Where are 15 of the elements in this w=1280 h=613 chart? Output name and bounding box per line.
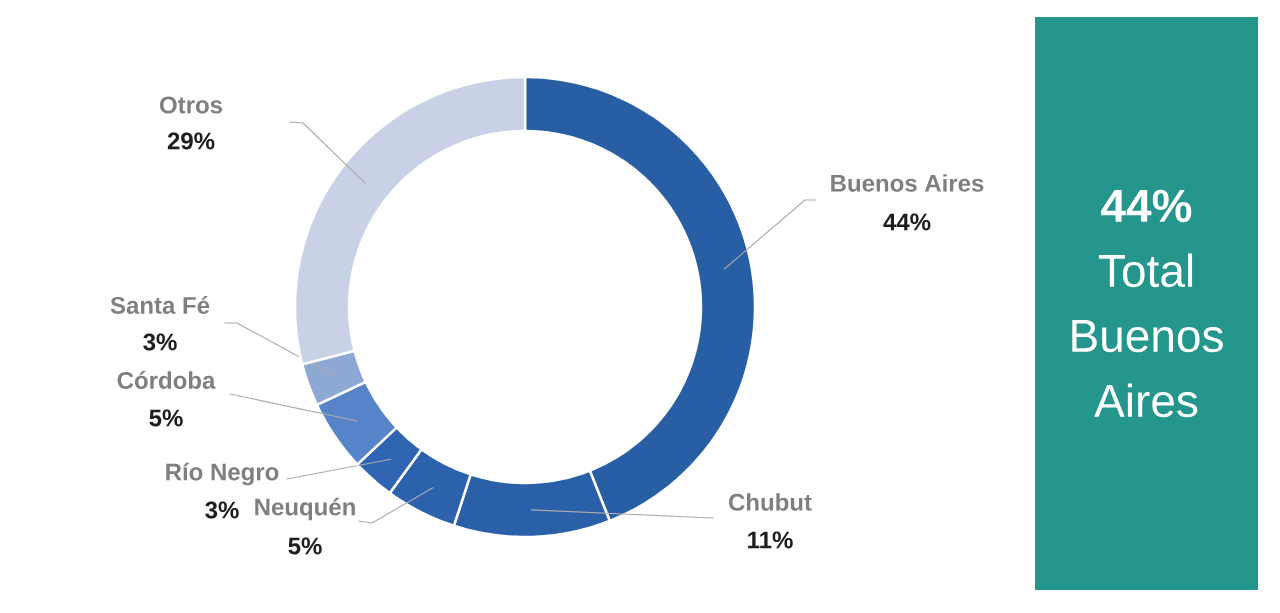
data-label: 5% — [288, 537, 322, 555]
slice-label: Río Negro — [166, 462, 279, 486]
data-label: 11% — [748, 531, 793, 549]
slice-label: Buenos Aires — [831, 174, 984, 192]
data-label: 3% — [143, 333, 177, 351]
slice-label: Chubut — [729, 493, 812, 511]
data-label: 29% — [167, 132, 215, 150]
data-label: 44% — [883, 213, 931, 231]
slice-label: Neuquén — [255, 497, 355, 521]
slice-label: Otros — [160, 96, 223, 114]
slice-label: Santa Fé — [110, 296, 210, 314]
text: 44% Total Buenos Aires — [1072, 189, 1223, 418]
slice-label: Córdoba — [117, 371, 216, 389]
data-label: 3% — [205, 501, 239, 519]
data-label: 5% — [149, 409, 183, 427]
